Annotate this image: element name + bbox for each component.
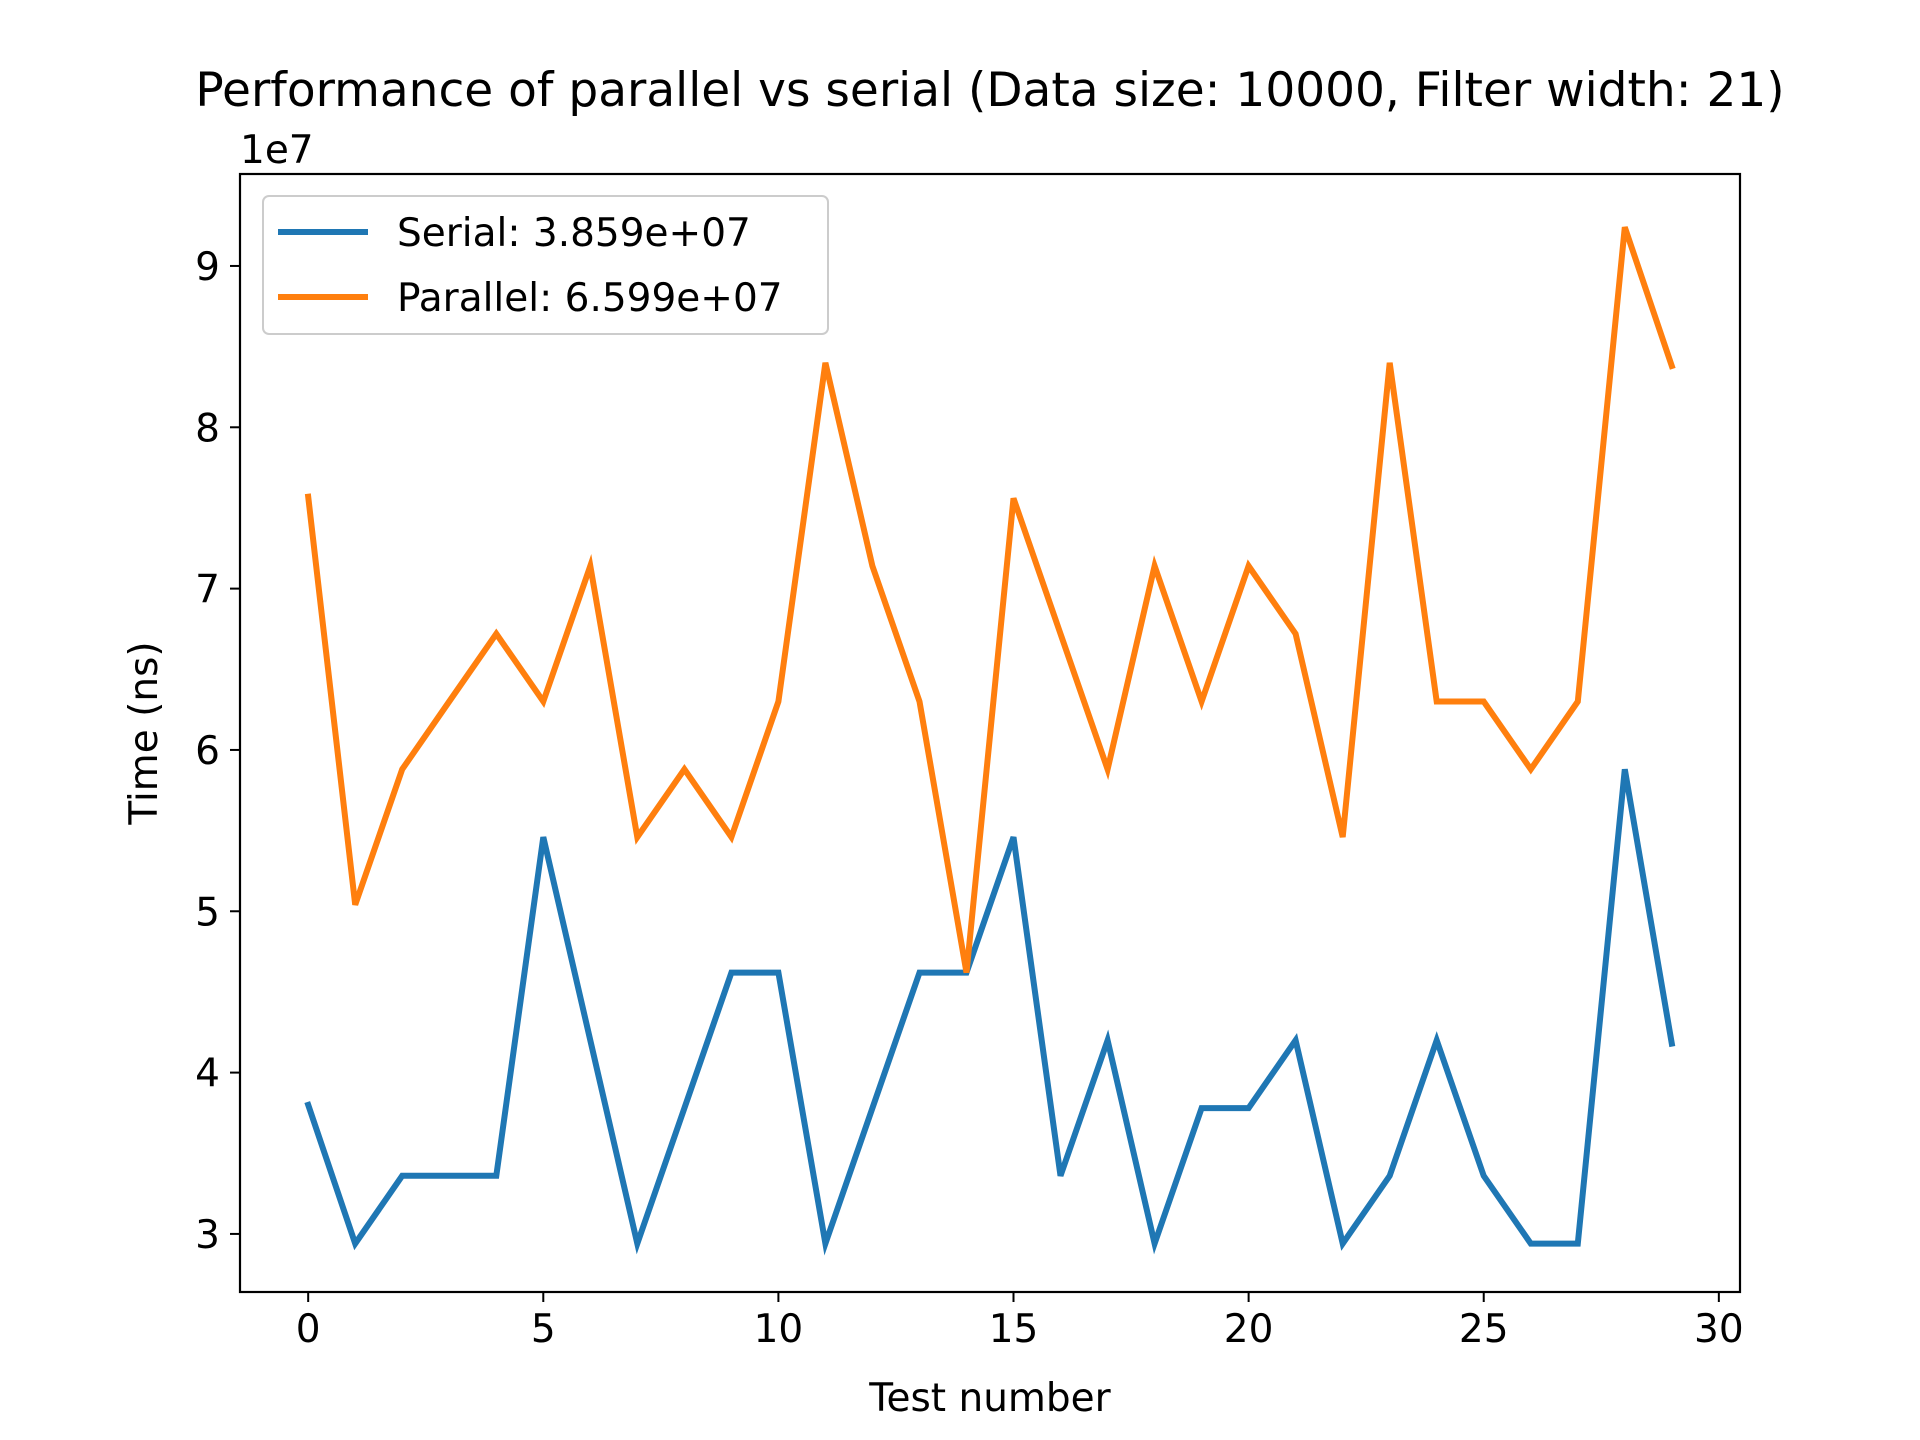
y-offset-label: 1e7: [240, 128, 314, 173]
y-axis: 3 4 5 6 7 8 9: [195, 245, 240, 1258]
legend-label: Parallel: 6.599e+07: [397, 276, 783, 321]
legend: Serial: 3.859e+07 Parallel: 6.599e+07: [262, 195, 829, 335]
y-tick-label: 4: [195, 1052, 220, 1097]
x-tick-label: 5: [531, 1307, 556, 1352]
plot-frame: [238, 172, 1742, 1294]
y-tick-label: 9: [195, 245, 220, 290]
y-tick-label: 6: [195, 729, 220, 774]
x-tick-label: 30: [1694, 1307, 1744, 1352]
chart-title: Performance of parallel vs serial (Data …: [195, 63, 1784, 118]
series-line-parallel: [304, 226, 1676, 974]
x-axis-label: Test number: [868, 1376, 1111, 1421]
y-tick-label: 8: [195, 406, 220, 451]
y-tick-label: 5: [195, 890, 220, 935]
y-tick-label: 3: [195, 1213, 220, 1258]
x-axis: 0 5 10 15 20 25 30: [296, 1292, 1744, 1352]
y-tick-label: 7: [195, 568, 220, 613]
x-tick-label: 0: [296, 1307, 321, 1352]
x-tick-label: 15: [989, 1307, 1039, 1352]
series-lines: [304, 226, 1676, 1256]
y-axis-label: Time (ns): [122, 641, 167, 825]
x-tick-label: 10: [754, 1307, 804, 1352]
x-tick-label: 20: [1224, 1307, 1274, 1352]
legend-label: Serial: 3.859e+07: [397, 211, 751, 256]
legend-box: [262, 195, 829, 335]
x-tick-label: 25: [1459, 1307, 1509, 1352]
series-line-serial: [304, 768, 1676, 1256]
